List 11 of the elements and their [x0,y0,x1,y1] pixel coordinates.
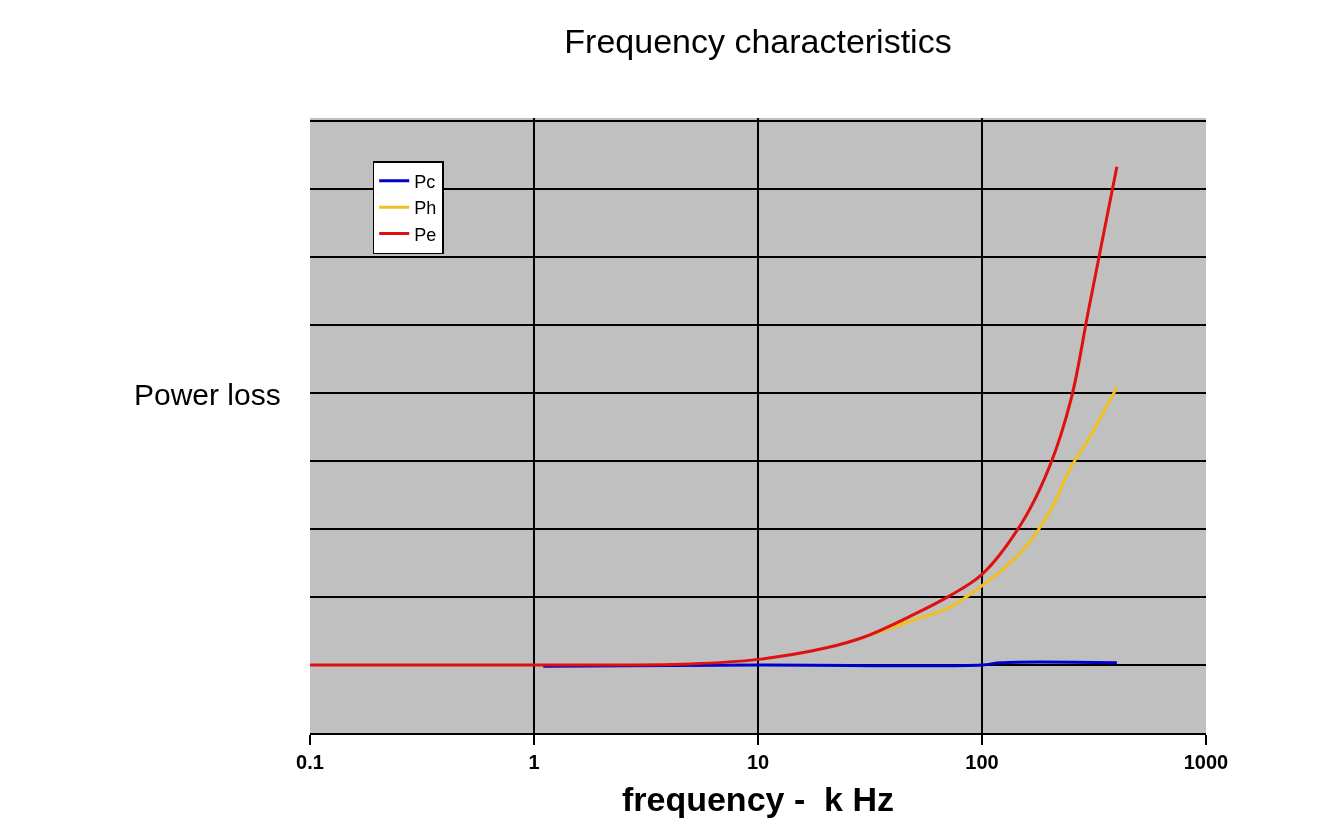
x-axis-title: frequency - k Hz [621,779,895,818]
chart-title: Frequency characteristics [564,21,952,60]
legend-label: Pe [414,224,437,245]
x-tick-label: 10 [746,751,770,773]
y-axis-title: Power loss [134,378,281,411]
x-tick-label: 1 [528,751,540,773]
legend-label: Ph [414,198,437,219]
x-tick-label: 100 [965,751,999,773]
legend-label: Pc [414,171,436,192]
x-tick-label: 1000 [1183,751,1229,773]
x-tick-label: 0.1 [296,751,324,773]
